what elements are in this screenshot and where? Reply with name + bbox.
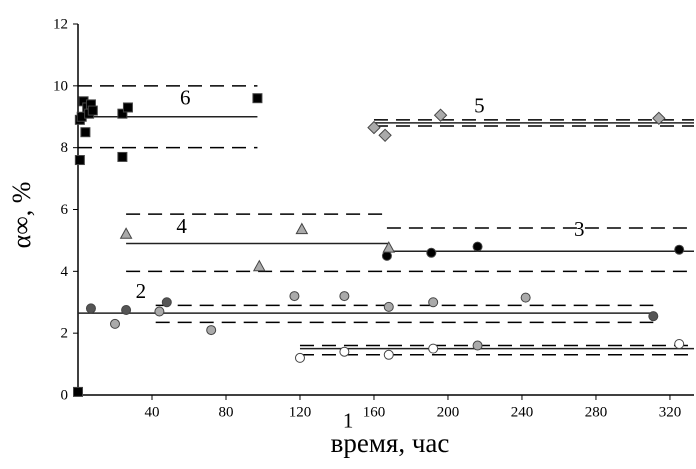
point	[652, 111, 666, 126]
x-tick-label: 280	[585, 404, 608, 420]
point	[433, 108, 448, 122]
x-tick-label: 320	[659, 404, 682, 420]
point	[339, 291, 350, 302]
y-tick-label: 4	[61, 264, 69, 280]
x-axis-label: время, час	[331, 428, 450, 458]
point	[206, 325, 217, 336]
point	[520, 292, 531, 303]
point	[382, 241, 396, 253]
point	[117, 108, 128, 119]
point	[117, 151, 128, 162]
point	[378, 128, 392, 143]
series-label: 4	[176, 214, 187, 238]
point	[295, 222, 309, 235]
point	[119, 227, 133, 239]
x-tick-label: 80	[218, 404, 233, 420]
point	[109, 318, 120, 329]
point	[674, 244, 685, 255]
series-label: 1	[343, 409, 354, 433]
point	[648, 311, 659, 322]
point	[674, 338, 685, 349]
x-tick-label: 40	[144, 404, 159, 420]
point	[294, 352, 305, 363]
series-label: 5	[474, 93, 485, 117]
point	[85, 303, 96, 314]
y-tick-label: 0	[61, 387, 69, 403]
point	[252, 93, 263, 104]
y-tick-label: 8	[61, 140, 69, 156]
y-tick-label: 10	[53, 78, 68, 94]
point	[252, 259, 266, 272]
series-label: 3	[574, 217, 585, 241]
point	[154, 306, 165, 317]
point	[383, 349, 394, 360]
series-label: 6	[180, 86, 191, 110]
point	[383, 301, 394, 312]
point	[87, 105, 98, 116]
point	[428, 297, 439, 308]
point	[381, 250, 392, 261]
point	[472, 340, 483, 351]
point	[161, 297, 172, 308]
point	[121, 304, 132, 315]
point	[74, 155, 85, 166]
point	[472, 241, 483, 252]
y-tick-label: 6	[61, 202, 69, 218]
x-tick-label: 120	[289, 404, 312, 420]
point	[80, 127, 91, 138]
point	[339, 346, 350, 357]
y-tick-label: 2	[61, 326, 69, 342]
point	[73, 386, 83, 397]
point	[367, 120, 381, 135]
y-axis-label: α∞, %	[7, 182, 36, 249]
x-tick-label: 160	[363, 404, 386, 420]
point	[122, 102, 133, 113]
x-tick-label: 240	[511, 404, 534, 420]
x-tick-label: 200	[437, 404, 460, 420]
point	[426, 247, 437, 258]
point	[428, 343, 439, 354]
series-label: 2	[136, 279, 147, 303]
point	[289, 291, 300, 302]
y-tick-label: 12	[53, 16, 68, 32]
